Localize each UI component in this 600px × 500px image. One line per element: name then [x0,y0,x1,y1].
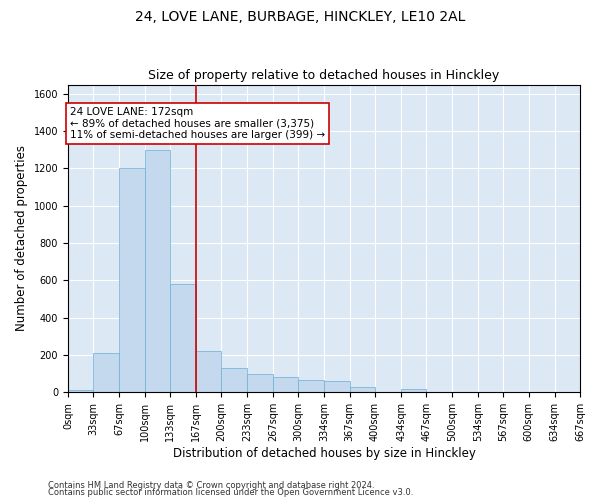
Text: 24, LOVE LANE, BURBAGE, HINCKLEY, LE10 2AL: 24, LOVE LANE, BURBAGE, HINCKLEY, LE10 2… [135,10,465,24]
Text: Contains public sector information licensed under the Open Government Licence v3: Contains public sector information licen… [48,488,413,497]
Bar [350,387,375,392]
Bar [68,390,93,392]
Bar [170,284,196,393]
Bar [298,380,325,392]
Bar [119,168,145,392]
Text: 24 LOVE LANE: 172sqm
← 89% of detached houses are smaller (3,375)
11% of semi-de: 24 LOVE LANE: 172sqm ← 89% of detached h… [70,107,325,140]
Bar [93,353,119,393]
Bar [145,150,170,392]
Bar [401,388,427,392]
X-axis label: Distribution of detached houses by size in Hinckley: Distribution of detached houses by size … [173,447,475,460]
Text: Contains HM Land Registry data © Crown copyright and database right 2024.: Contains HM Land Registry data © Crown c… [48,480,374,490]
Bar [325,381,350,392]
Title: Size of property relative to detached houses in Hinckley: Size of property relative to detached ho… [148,69,500,82]
Bar [196,352,221,393]
Bar [221,368,247,392]
Bar [273,378,298,392]
Y-axis label: Number of detached properties: Number of detached properties [15,146,28,332]
Bar [247,374,273,392]
